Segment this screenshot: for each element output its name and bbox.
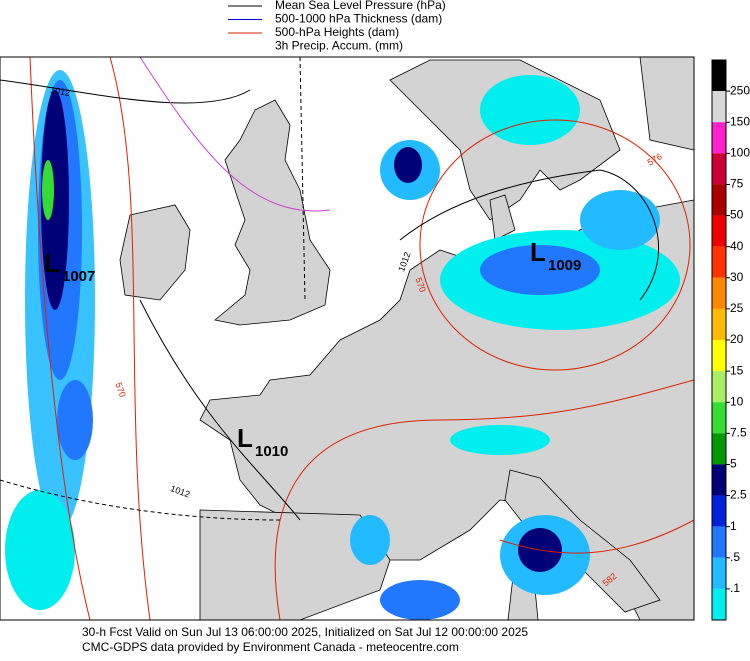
contour-label: 570 bbox=[413, 276, 428, 294]
colorbar-swatch bbox=[712, 308, 726, 340]
colorbar-label: 5 bbox=[730, 457, 737, 471]
legend-label: 500-1000 hPa Thickness (dam) bbox=[275, 12, 442, 26]
colorbar-label: 250 bbox=[730, 83, 750, 97]
colorbar-swatch bbox=[712, 495, 726, 527]
colorbar-label: 10 bbox=[730, 394, 744, 408]
legend-label: Mean Sea Level Pressure (hPa) bbox=[275, 0, 446, 12]
footer-line: CMC-GDPS data provided by Environment Ca… bbox=[82, 640, 459, 654]
low-symbol: L bbox=[44, 248, 60, 278]
precipitation bbox=[5, 70, 680, 620]
colorbar: 250 150 100 75 50 40 30 25 20 15 10 7.5 5 2.5 1 .5 .1 bbox=[711, 59, 750, 621]
map-frame bbox=[0, 56, 695, 621]
colorbar-swatch bbox=[712, 60, 726, 92]
footer: 30-h Fcst Valid on Sun Jul 13 06:00:00 2… bbox=[82, 625, 528, 654]
colorbar-swatch bbox=[712, 588, 726, 620]
low-pressure: 1007 bbox=[62, 268, 95, 285]
colorbar-label: 30 bbox=[730, 270, 744, 284]
colorbar-label: 40 bbox=[730, 239, 744, 253]
colorbar-swatch bbox=[712, 526, 726, 558]
colorbar-label: 25 bbox=[730, 301, 744, 315]
footer-line: 30-h Fcst Valid on Sun Jul 13 06:00:00 2… bbox=[82, 625, 528, 639]
colorbar-swatch bbox=[712, 557, 726, 589]
low-pressure: 1009 bbox=[548, 257, 581, 274]
colorbar-label: 1 bbox=[730, 519, 737, 533]
colorbar-label: 15 bbox=[730, 363, 744, 377]
colorbar-swatch bbox=[712, 402, 726, 434]
colorbar-label: 2.5 bbox=[730, 488, 747, 502]
colorbar-label: 50 bbox=[730, 208, 744, 222]
contours bbox=[0, 56, 695, 621]
legend-label: 3h Precip. Accum. (mm) bbox=[275, 39, 403, 53]
low-symbol: L bbox=[237, 423, 253, 453]
colorbar-swatch bbox=[712, 91, 726, 123]
colorbar-swatch bbox=[712, 277, 726, 309]
colorbar-swatch bbox=[712, 371, 726, 403]
legend: Mean Sea Level Pressure (hPa)500-1000 hP… bbox=[228, 0, 446, 53]
low-symbol: L bbox=[530, 237, 546, 267]
colorbar-swatch bbox=[712, 433, 726, 465]
colorbar-swatch bbox=[712, 184, 726, 216]
colorbar-label: 150 bbox=[730, 114, 750, 128]
colorbar-label: 20 bbox=[730, 332, 744, 346]
colorbar-swatch bbox=[712, 340, 726, 372]
colorbar-label: .5 bbox=[730, 550, 740, 564]
colorbar-swatch bbox=[712, 215, 726, 247]
colorbar-label: .1 bbox=[730, 581, 740, 595]
legend-label: 500-hPa Heights (dam) bbox=[275, 25, 399, 39]
colorbar-label: 7.5 bbox=[730, 426, 747, 440]
colorbar-swatch bbox=[712, 464, 726, 496]
colorbar-swatch bbox=[712, 246, 726, 278]
contour-label: 1012 bbox=[49, 85, 70, 98]
colorbar-label: 75 bbox=[730, 177, 744, 191]
contour-label: 570 bbox=[113, 381, 128, 399]
colorbar-swatch bbox=[712, 153, 726, 185]
low-pressure: 1010 bbox=[255, 443, 288, 460]
colorbar-swatch bbox=[712, 122, 726, 154]
colorbar-label: 100 bbox=[730, 146, 750, 160]
